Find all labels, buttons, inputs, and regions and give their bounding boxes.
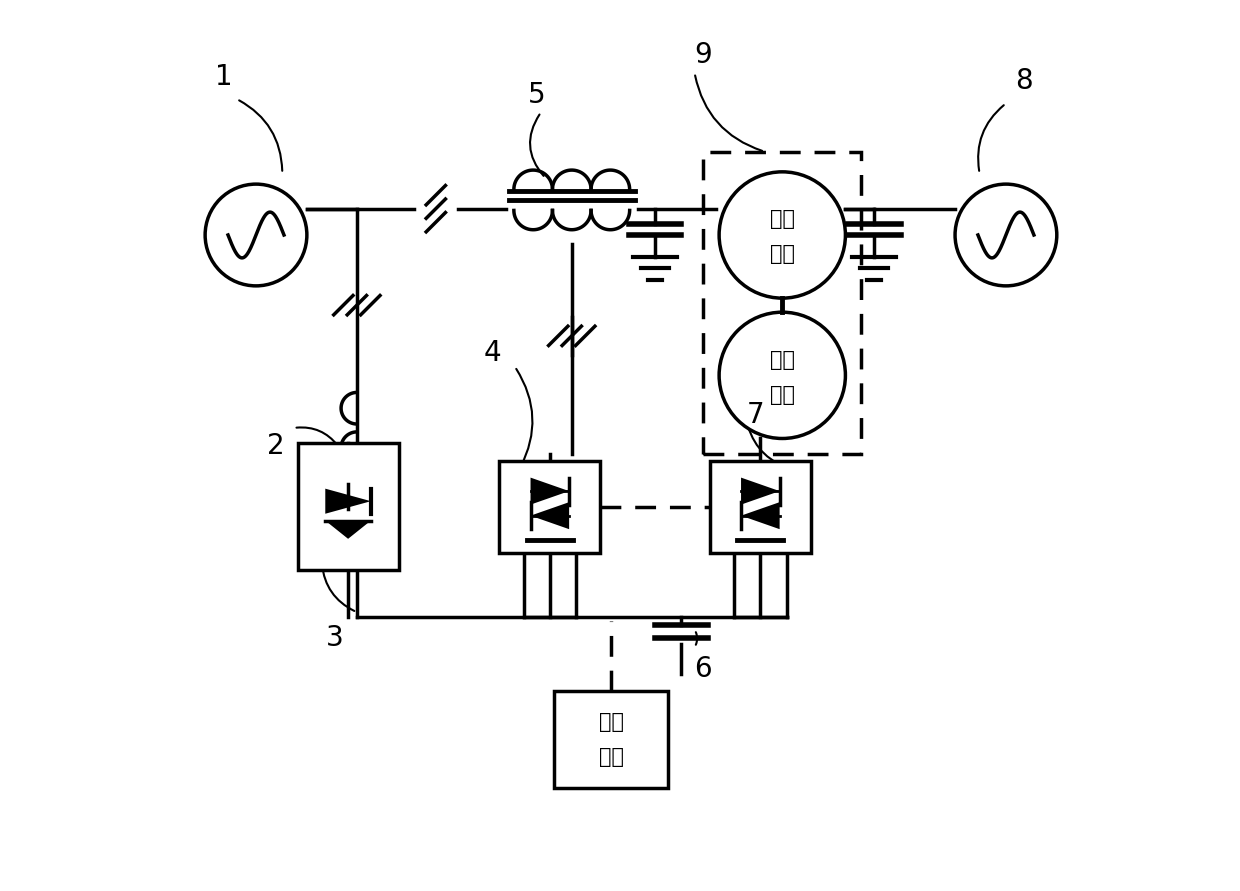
Polygon shape xyxy=(325,520,371,539)
Polygon shape xyxy=(531,503,569,529)
Circle shape xyxy=(719,312,846,438)
Text: 双馈: 双馈 xyxy=(770,209,795,229)
Text: 1: 1 xyxy=(215,63,232,91)
Text: 8: 8 xyxy=(1014,68,1032,95)
Bar xyxy=(703,151,862,454)
Bar xyxy=(298,444,398,570)
Polygon shape xyxy=(531,478,569,504)
Circle shape xyxy=(205,184,306,286)
Polygon shape xyxy=(325,488,371,514)
Text: 电机: 电机 xyxy=(770,385,795,405)
Text: 4: 4 xyxy=(484,339,502,367)
Text: 9: 9 xyxy=(694,41,712,69)
Text: 直流: 直流 xyxy=(770,349,795,370)
Text: 电路: 电路 xyxy=(599,747,624,767)
Bar xyxy=(711,461,811,553)
Polygon shape xyxy=(742,503,780,529)
Circle shape xyxy=(955,184,1056,286)
Text: 6: 6 xyxy=(694,655,712,683)
Text: 3: 3 xyxy=(326,625,343,652)
Circle shape xyxy=(719,172,846,298)
Text: 控制: 控制 xyxy=(599,712,624,732)
Text: 2: 2 xyxy=(268,431,285,460)
Polygon shape xyxy=(742,478,780,504)
Bar xyxy=(500,461,600,553)
Text: 电机: 电机 xyxy=(770,244,795,265)
Bar xyxy=(554,691,668,788)
Text: 7: 7 xyxy=(748,401,765,429)
Text: 5: 5 xyxy=(528,81,546,109)
